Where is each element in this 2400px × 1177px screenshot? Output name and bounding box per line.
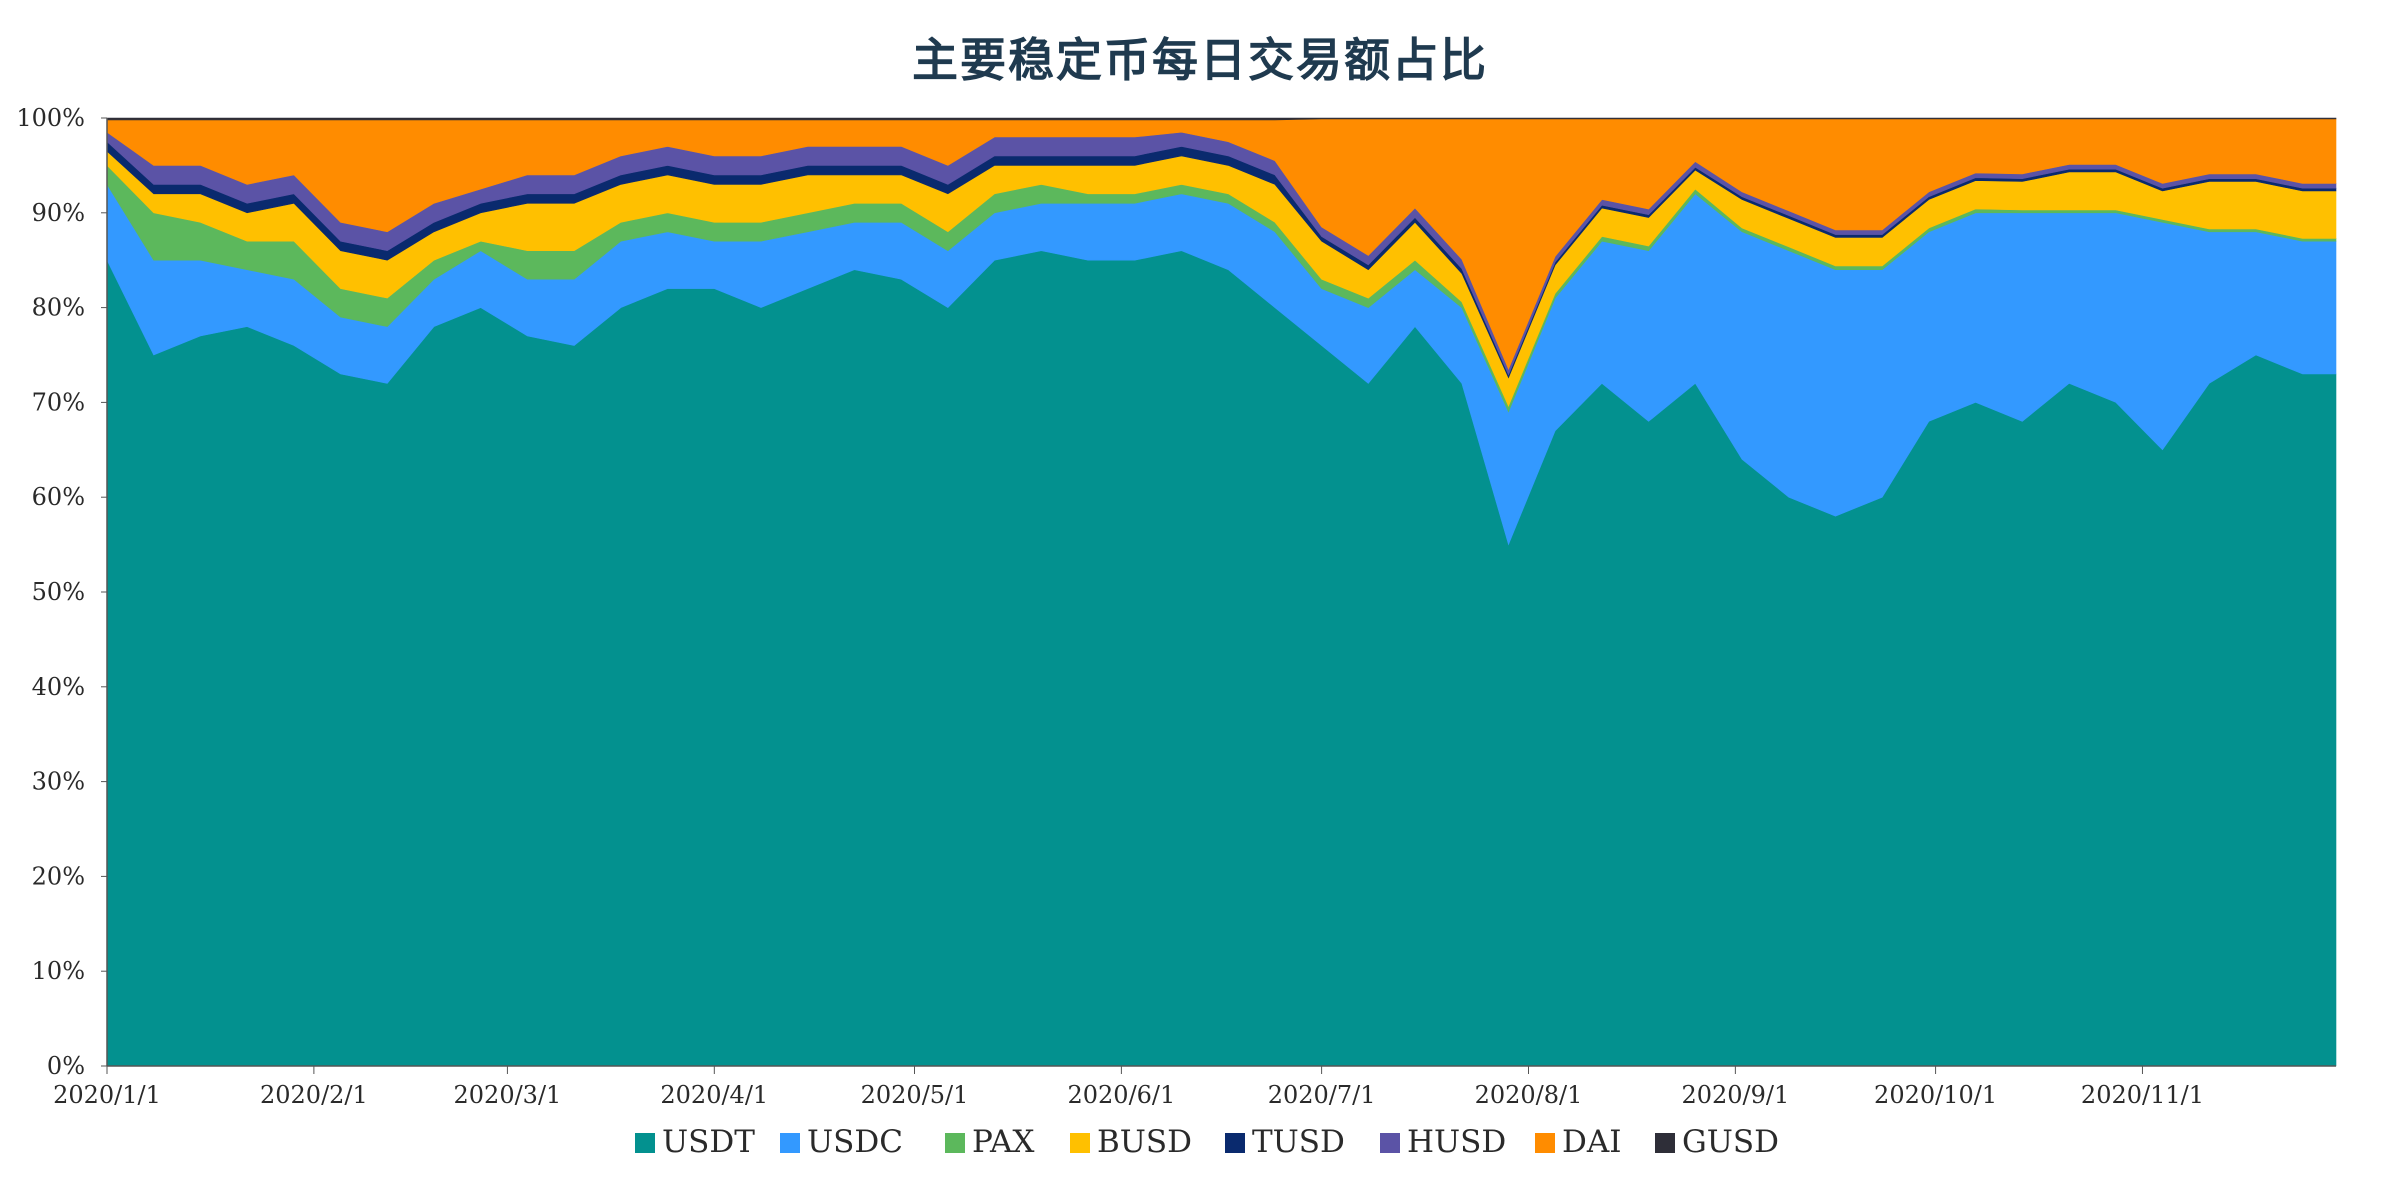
chart-title: 主要稳定币每日交易额占比 <box>912 33 1488 87</box>
legend-label: BUSD <box>1097 1124 1192 1160</box>
legend-item-usdt: USDT <box>635 1124 755 1160</box>
y-tick-label: 40% <box>32 673 85 701</box>
legend-swatch <box>945 1133 965 1153</box>
x-tick-label: 2020/3/1 <box>454 1081 562 1109</box>
x-tick-label: 2020/8/1 <box>1475 1081 1583 1109</box>
legend-swatch <box>1380 1133 1400 1153</box>
chart-areas <box>106 117 2337 1067</box>
legend-item-busd: BUSD <box>1070 1124 1192 1160</box>
x-tick-label: 2020/2/1 <box>260 1081 368 1109</box>
legend-swatch <box>1070 1133 1090 1153</box>
legend-swatch <box>780 1133 800 1153</box>
legend-item-dai: DAI <box>1535 1124 1622 1160</box>
x-tick-label: 2020/7/1 <box>1268 1081 1376 1109</box>
x-tick-label: 2020/11/1 <box>2081 1081 2204 1109</box>
chart-legend: USDT USDC PAX BUSD TUSD HUSD DAI GUSD <box>635 1124 1779 1160</box>
x-tick-label: 2020/9/1 <box>1681 1081 1789 1109</box>
y-tick-label: 30% <box>32 768 85 796</box>
legend-label: USDC <box>807 1124 903 1160</box>
y-tick-label: 100% <box>16 104 85 132</box>
y-tick-label: 80% <box>32 294 85 322</box>
legend-label: PAX <box>972 1124 1034 1160</box>
legend-item-gusd: GUSD <box>1655 1124 1779 1160</box>
legend-label: GUSD <box>1682 1124 1779 1160</box>
x-tick-label: 2020/4/1 <box>660 1081 768 1109</box>
y-tick-label: 60% <box>32 483 85 511</box>
y-axis-ticks: 0% 10% 20% 30% 40% 50% 60% 70% 80% 90% 100% <box>16 104 107 1080</box>
x-tick-label: 2020/5/1 <box>861 1081 969 1109</box>
legend-item-tusd: TUSD <box>1225 1124 1345 1160</box>
legend-label: USDT <box>662 1124 755 1160</box>
x-tick-label: 2020/10/1 <box>1874 1081 1997 1109</box>
x-tick-label: 2020/1/1 <box>53 1081 161 1109</box>
legend-label: DAI <box>1562 1124 1622 1160</box>
area-series-gusd <box>106 117 2337 121</box>
legend-item-pax: PAX <box>945 1124 1034 1160</box>
legend-swatch <box>1655 1133 1675 1153</box>
y-tick-label: 20% <box>32 862 85 890</box>
legend-swatch <box>1535 1133 1555 1153</box>
legend-swatch <box>1225 1133 1245 1153</box>
y-tick-label: 50% <box>32 578 85 606</box>
y-tick-label: 0% <box>47 1052 85 1080</box>
legend-item-usdc: USDC <box>780 1124 903 1160</box>
x-tick-label: 2020/6/1 <box>1067 1081 1175 1109</box>
y-tick-label: 10% <box>32 957 85 985</box>
legend-swatch <box>635 1133 655 1153</box>
legend-item-husd: HUSD <box>1380 1124 1506 1160</box>
y-tick-label: 90% <box>32 199 85 227</box>
legend-label: HUSD <box>1407 1124 1506 1160</box>
y-tick-label: 70% <box>32 388 85 416</box>
legend-label: TUSD <box>1252 1124 1345 1160</box>
x-axis-ticks: 2020/1/1 2020/2/1 2020/3/1 2020/4/1 2020/5/1… <box>53 1066 2204 1109</box>
